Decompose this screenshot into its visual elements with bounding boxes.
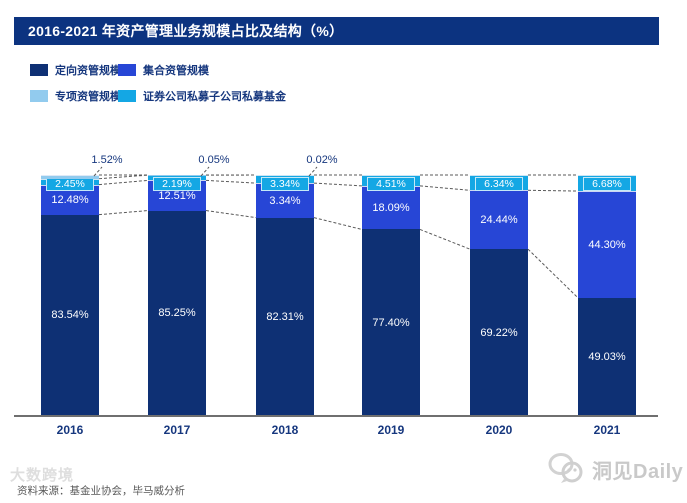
callout-label-2018: 0.02% bbox=[306, 154, 338, 166]
connector-line bbox=[527, 189, 579, 192]
faint-watermark: 大数跨境 bbox=[10, 467, 75, 484]
legend-item-3: 证券公司私募子公司私募基金 bbox=[118, 88, 286, 104]
data-label-box-2016-simu: 2.45% bbox=[46, 177, 94, 191]
legend-swatch-icon bbox=[30, 90, 48, 102]
callout-label-2017: 0.05% bbox=[198, 154, 230, 166]
legend-item-1: 集合资管规模 bbox=[118, 62, 286, 78]
legend-swatch-icon bbox=[118, 64, 136, 76]
bar-segment-2016-dingxiang: 83.54% bbox=[41, 214, 99, 416]
bar-segment-2019-dingxiang: 77.40% bbox=[362, 229, 420, 416]
legend-swatch-icon bbox=[118, 90, 136, 102]
bar-segment-2016-zhuanxiang bbox=[41, 175, 99, 179]
data-label-box-2018-simu: 3.34% bbox=[261, 177, 309, 191]
legend-label: 定向资管规模 bbox=[55, 65, 121, 77]
connector-line bbox=[205, 179, 257, 184]
brand-watermark-label: 洞见Daily bbox=[592, 460, 684, 483]
chart-title-banner: 2016-2021 年资产管理业务规模占比及结构（%） bbox=[14, 17, 659, 45]
bar-segment-2020-dingxiang: 69.22% bbox=[470, 249, 528, 416]
legend-label: 证券公司私募子公司私募基金 bbox=[143, 91, 286, 103]
bar-segment-2021-dingxiang: 49.03% bbox=[578, 297, 636, 416]
connector-line bbox=[313, 217, 363, 230]
legend-label: 集合资管规模 bbox=[143, 65, 209, 77]
axis-label-2021: 2021 bbox=[593, 423, 621, 437]
axis-label-2017: 2017 bbox=[163, 423, 191, 437]
bar-segment-2018-dingxiang: 82.31% bbox=[256, 217, 314, 416]
connector-line bbox=[419, 185, 471, 191]
connector-line bbox=[527, 248, 579, 299]
chart-title: 2016-2021 年资产管理业务规模占比及结构（%） bbox=[28, 23, 344, 39]
bar-segment-2021-jihe: 44.30% bbox=[578, 191, 636, 298]
axis-label-2020: 2020 bbox=[485, 423, 513, 437]
legend-item-2: 专项资管规模 bbox=[30, 88, 121, 104]
connector-line bbox=[98, 179, 149, 186]
data-label-box-2017-simu: 2.19% bbox=[153, 177, 201, 191]
data-label-box-2019-simu: 4.51% bbox=[367, 177, 415, 191]
legend-label: 专项资管规模 bbox=[55, 91, 121, 103]
dongjian-daily-logo-icon bbox=[548, 453, 583, 483]
axis-label-2016: 2016 bbox=[56, 423, 84, 437]
data-label-box-2020-simu: 6.34% bbox=[475, 177, 523, 191]
axis-label-2018: 2018 bbox=[271, 423, 299, 437]
connector-line bbox=[313, 182, 363, 187]
bar-segment-2020-jihe: 24.44% bbox=[470, 190, 528, 250]
brand-watermark: 洞见Daily bbox=[548, 452, 683, 486]
legend-swatch-icon bbox=[30, 64, 48, 76]
axis-label-2019: 2019 bbox=[377, 423, 405, 437]
connector-line bbox=[98, 174, 149, 180]
connector-line bbox=[98, 210, 149, 216]
connector-line bbox=[205, 210, 257, 219]
legend-item-0: 定向资管规模 bbox=[30, 62, 121, 78]
legend: 定向资管规模 集合资管规模专项资管规模 证券公司私募子公司私募基金 bbox=[30, 62, 286, 104]
connector-line bbox=[419, 229, 471, 250]
bar-segment-2019-jihe: 18.09% bbox=[362, 185, 420, 230]
callout-label-2016: 1.52% bbox=[91, 154, 123, 166]
bar-segment-2017-dingxiang: 85.25% bbox=[148, 210, 206, 416]
data-label-box-2021-simu: 6.68% bbox=[583, 177, 631, 191]
source-note: 资料来源：基金业协会，毕马威分析 bbox=[17, 485, 185, 497]
